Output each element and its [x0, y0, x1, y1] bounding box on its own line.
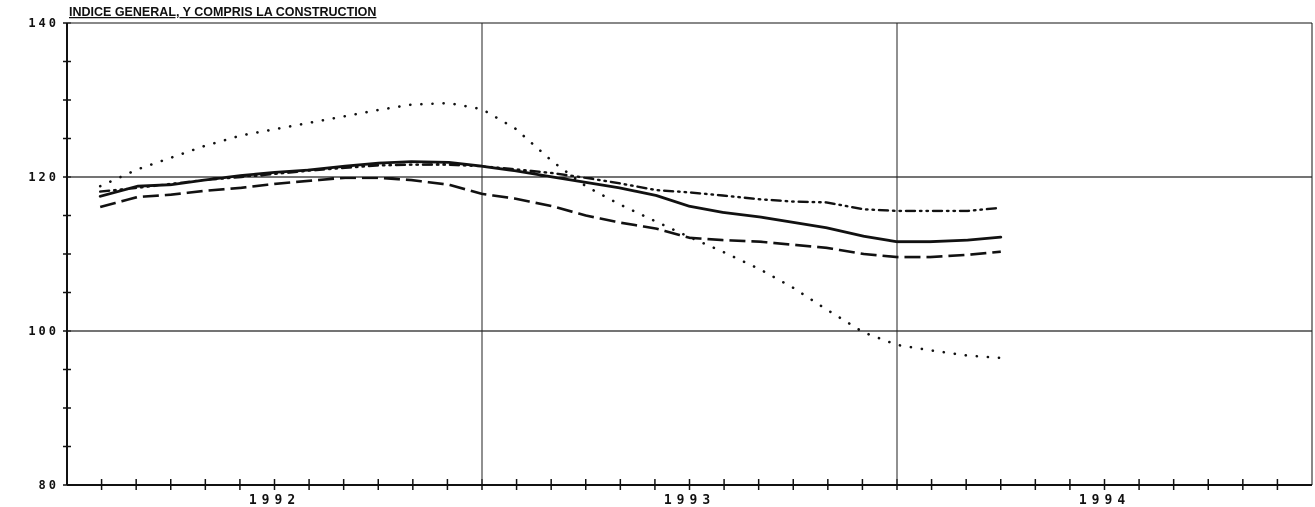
chart-title: INDICE GENERAL, Y COMPRIS LA CONSTRUCTIO… [69, 5, 376, 19]
x-tick-label: 1994 [1079, 493, 1130, 507]
series-line-dash-dot [98, 163, 1002, 213]
y-tick-label: 100 [28, 324, 59, 338]
x-tick-label: 1992 [249, 493, 300, 507]
y-tick-label: 140 [28, 16, 59, 30]
axis-labels: 80 100 120 140 1992 1993 1994 [28, 16, 1130, 507]
y-tick-label: 80 [39, 478, 59, 492]
axis-ticks [63, 22, 1279, 490]
series-line-dotted [98, 101, 1003, 360]
series-line-dashed [99, 176, 1001, 259]
y-tick-label: 120 [28, 170, 59, 184]
x-tick-label: 1993 [664, 493, 715, 507]
gridlines [67, 23, 1312, 485]
plot-frame [66, 22, 1313, 486]
series-lines [98, 101, 1003, 360]
series-line-solid [98, 160, 1003, 244]
